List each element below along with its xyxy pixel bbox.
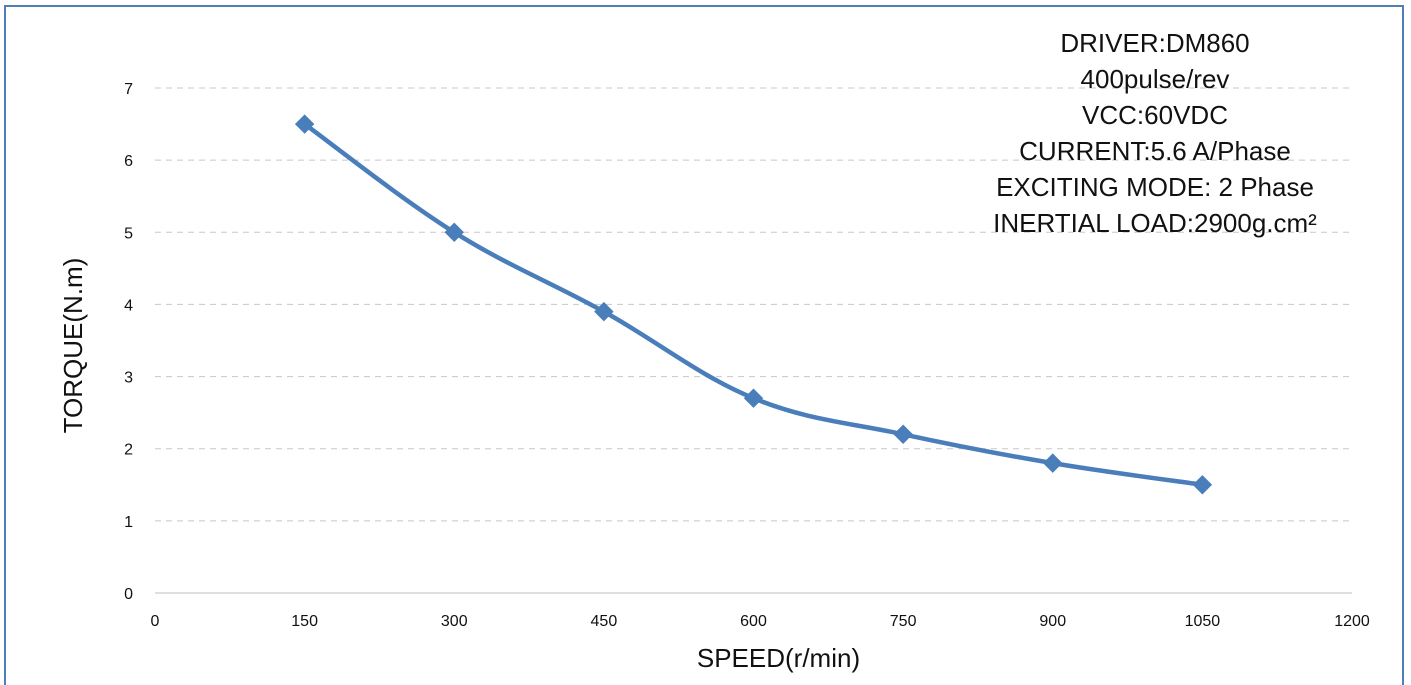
y-tick-label: 4 <box>124 297 133 314</box>
x-tick-label: 450 <box>591 613 618 630</box>
annotation-pulse: 400pulse/rev <box>1081 64 1230 94</box>
x-tick-labels: 0 150 300 450 600 750 900 1050 1200 <box>151 613 1370 630</box>
x-tick-label: 0 <box>151 613 160 630</box>
data-point-marker <box>893 424 913 444</box>
x-tick-label: 900 <box>1039 613 1066 630</box>
annotation-driver: DRIVER:DM860 <box>1060 28 1249 58</box>
x-tick-label: 1200 <box>1334 613 1370 630</box>
y-tick-label: 1 <box>124 514 133 531</box>
data-point-marker <box>294 114 315 134</box>
y-tick-labels: 0 1 2 3 4 5 6 7 <box>124 81 133 603</box>
annotation-inertial-load: INERTIAL LOAD:2900g.cm² <box>993 208 1317 238</box>
x-tick-label: 600 <box>740 613 767 630</box>
annotation-current: CURRENT:5.6 A/Phase <box>1019 136 1291 166</box>
data-point-marker <box>1192 475 1213 495</box>
data-point-marker <box>743 388 764 408</box>
series-layer <box>294 114 1213 495</box>
data-point-marker <box>594 301 614 322</box>
chart-frame <box>4 5 1404 685</box>
x-tick-label: 150 <box>291 613 318 630</box>
y-tick-label: 2 <box>124 442 133 459</box>
y-tick-label: 3 <box>124 370 133 387</box>
y-tick-label: 0 <box>124 586 133 603</box>
data-point-marker <box>444 222 464 242</box>
annotation-exciting-mode: EXCITING MODE: 2 Phase <box>996 172 1314 202</box>
grid-lines <box>155 87 1352 522</box>
y-tick-label: 7 <box>124 81 133 98</box>
spec-annotation: DRIVER:DM860 400pulse/rev VCC:60VDC CURR… <box>993 28 1317 238</box>
y-tick-label: 6 <box>124 153 133 170</box>
x-tick-label: 1050 <box>1185 613 1221 630</box>
data-point-marker <box>1043 453 1063 473</box>
annotation-vcc: VCC:60VDC <box>1082 100 1228 130</box>
x-tick-label: 300 <box>441 613 468 630</box>
y-axis-title: TORQUE(N.m) <box>58 258 88 434</box>
x-axis-title: SPEED(r/min) <box>697 643 860 673</box>
x-tick-label: 750 <box>890 613 917 630</box>
y-tick-label: 5 <box>124 225 133 242</box>
